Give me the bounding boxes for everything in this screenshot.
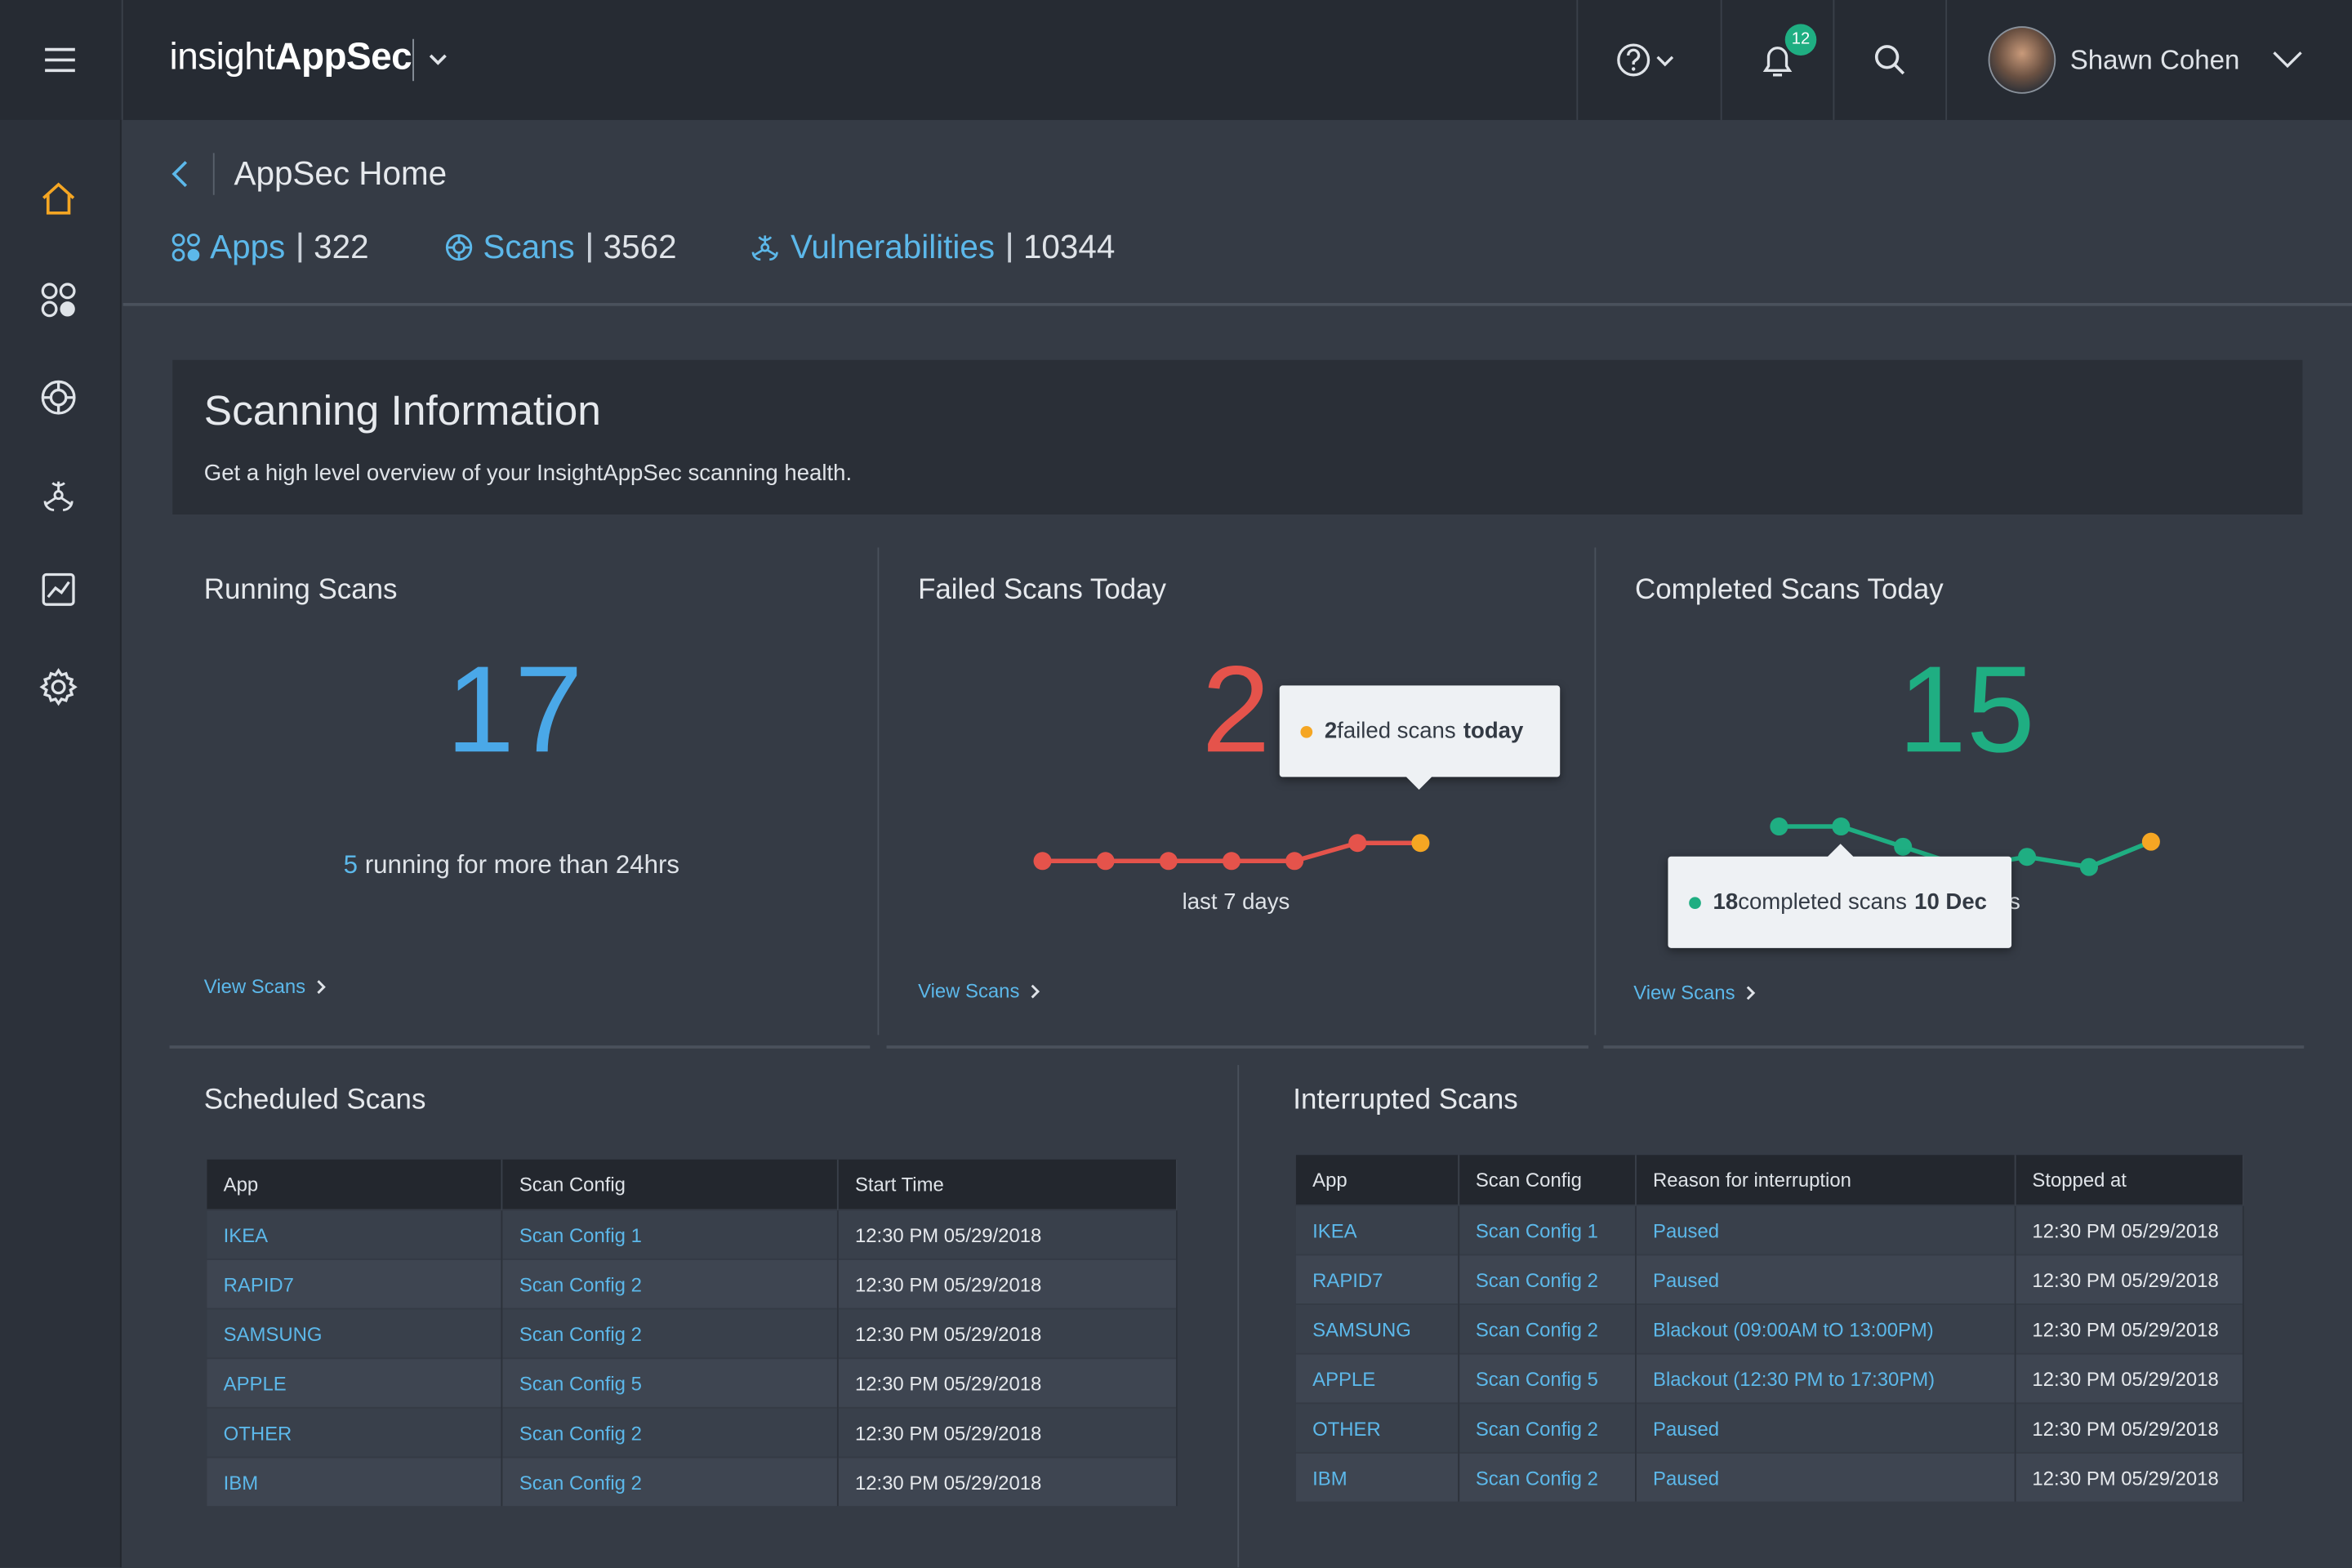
sparkline-point xyxy=(2080,858,2098,876)
sparkline-point xyxy=(2018,848,2036,866)
sparkline-point xyxy=(1223,852,1241,870)
tooltip-when: 10 Dec xyxy=(1914,889,1987,915)
tooltip-count: 18 xyxy=(1713,889,1739,915)
sparkline-point xyxy=(1097,852,1115,870)
sparkline-point xyxy=(1348,834,1366,852)
tooltip-when: today xyxy=(1463,719,1523,744)
sparkline-point xyxy=(1894,838,1912,856)
sparkline-point xyxy=(1160,852,1178,870)
sparkline-point xyxy=(1411,834,1429,852)
sparkline-point xyxy=(1034,852,1052,870)
tooltip: 18completed scans 10 Dec xyxy=(1668,857,2011,948)
tooltip-count: 2 xyxy=(1325,719,1337,744)
sparkline-point xyxy=(1285,852,1303,870)
tooltip: 2failed scans today xyxy=(1280,685,1560,777)
tooltip-text: completed scans xyxy=(1738,889,1907,915)
tooltip-dot xyxy=(1300,725,1312,737)
sparkline-point xyxy=(2142,833,2160,851)
tooltip-text: failed scans xyxy=(1337,719,1456,744)
sparkline-point xyxy=(1770,817,1788,835)
sparkline-point xyxy=(1832,817,1850,835)
tooltip-dot xyxy=(1689,896,1701,908)
